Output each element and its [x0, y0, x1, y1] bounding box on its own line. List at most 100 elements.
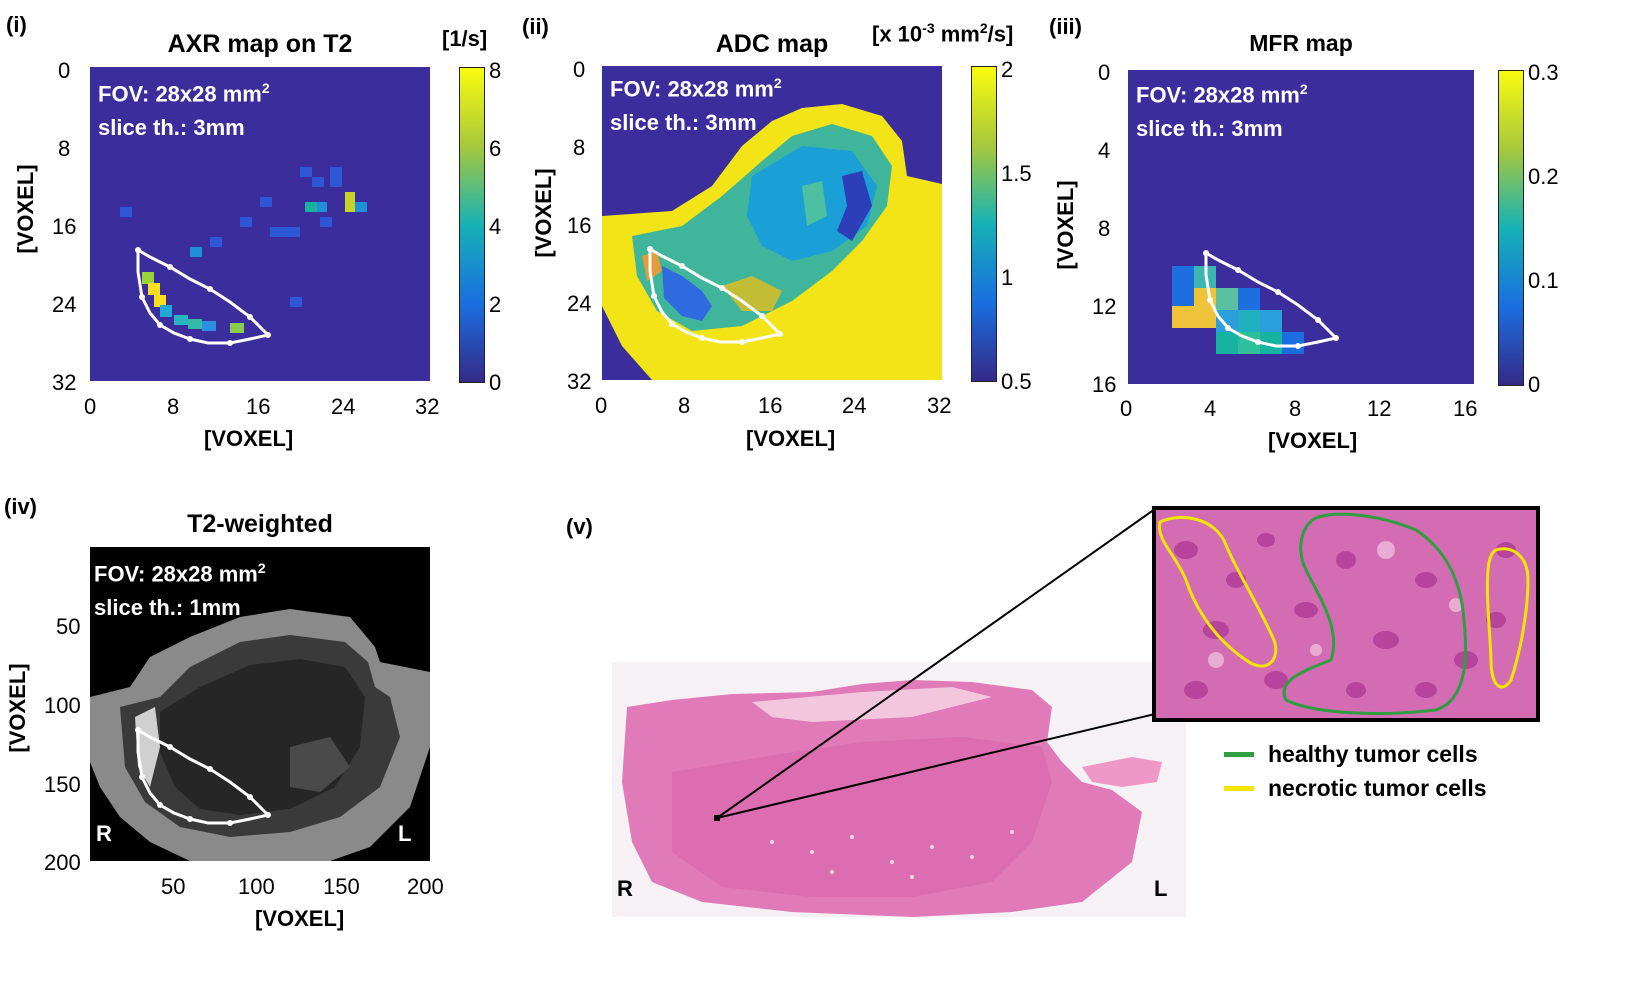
colorbar-tick: 0.5	[1001, 369, 1032, 394]
x-tick: 150	[323, 874, 360, 899]
y-tick: 16	[52, 214, 77, 239]
panel-title: ADC map	[715, 30, 829, 58]
y-tick: 24	[567, 291, 592, 316]
y-tick: 0	[58, 58, 71, 83]
y-tick: 100	[44, 693, 81, 718]
roi-outline	[136, 248, 271, 345]
colorbar-tick: 0.2	[1528, 164, 1559, 189]
x-tick: 32	[415, 394, 440, 419]
panel-label: (ii)	[522, 14, 549, 39]
histology-zoom-cells	[1158, 512, 1530, 715]
x-tick: 32	[927, 393, 952, 418]
x-axis-label: [VOXEL]	[255, 906, 345, 931]
axr-map-image: FOV: 28x28 mm2 slice th.: 3mm	[90, 67, 430, 381]
x-tick: 0	[595, 393, 608, 418]
x-tick: 50	[161, 874, 186, 899]
x-tick: 12	[1367, 396, 1392, 421]
y-tick: 4	[1098, 138, 1111, 163]
x-tick: 8	[678, 393, 691, 418]
adc-map-image: FOV: 28x28 mm2 slice th.: 3mm	[602, 66, 942, 380]
y-tick: 8	[58, 136, 71, 161]
x-tick: 100	[238, 874, 275, 899]
fov-annotation: FOV: 28x28 mm2 slice th.: 1mm	[94, 560, 266, 621]
colorbar-tick: 1	[1001, 265, 1014, 290]
healthy-region-outline	[1282, 512, 1467, 715]
x-tick: 24	[331, 394, 356, 419]
y-tick: 16	[1092, 372, 1117, 397]
y-tick: 32	[567, 369, 592, 394]
colorbar	[1498, 70, 1524, 386]
colorbar-tick: 0	[489, 370, 502, 395]
x-tick: 24	[842, 393, 867, 418]
orientation-left-marker: L	[398, 821, 412, 846]
panel-title: AXR map on T2	[167, 30, 353, 58]
mfr-map-image: FOV: 28x28 mm2 slice th.: 3mm	[1128, 70, 1474, 384]
colorbar-tick: 6	[489, 136, 502, 161]
y-tick: 0	[573, 57, 586, 82]
x-tick: 0	[84, 394, 97, 419]
colorbar-tick: 8	[489, 58, 502, 83]
legend-item-healthy: healthy tumor cells	[1224, 741, 1478, 768]
x-tick: 16	[246, 394, 271, 419]
panel-title: T2-weighted	[187, 510, 333, 538]
y-tick: 12	[1092, 294, 1117, 319]
histology-slide-image: R L	[612, 662, 1186, 917]
fov-annotation: FOV: 28x28 mm2 slice th.: 3mm	[98, 80, 270, 141]
roi-outline	[136, 728, 271, 825]
orientation-right-marker: R	[617, 876, 633, 901]
roi-outline	[1204, 251, 1339, 348]
y-tick: 50	[56, 614, 81, 639]
x-tick: 200	[407, 874, 444, 899]
x-tick: 16	[758, 393, 783, 418]
orientation-left-marker: L	[1154, 876, 1168, 901]
y-tick: 8	[573, 135, 586, 160]
y-tick: 24	[52, 292, 77, 317]
y-tick: 200	[44, 850, 81, 875]
fov-annotation: FOV: 28x28 mm2 slice th.: 3mm	[610, 75, 782, 136]
legend-swatch-green	[1224, 752, 1254, 757]
y-tick: 0	[1098, 60, 1111, 85]
x-tick: 16	[1453, 396, 1478, 421]
x-tick: 8	[167, 394, 180, 419]
x-tick: 4	[1204, 396, 1217, 421]
colorbar-unit: [x 10-3 mm2/s]	[872, 20, 1014, 47]
y-tick: 32	[52, 370, 77, 395]
orientation-right-marker: R	[96, 821, 112, 846]
colorbar	[459, 67, 485, 383]
adc-map-heat	[602, 104, 942, 380]
colorbar-unit: [1/s]	[442, 26, 488, 51]
necrotic-region-outline	[1485, 547, 1530, 689]
x-axis-label: [VOXEL]	[746, 426, 836, 451]
colorbar-tick: 2	[489, 292, 502, 317]
x-tick: 8	[1289, 396, 1302, 421]
panel-label: (iv)	[4, 494, 37, 519]
mfr-map-heat	[1172, 250, 1339, 354]
legend-swatch-yellow	[1224, 786, 1254, 791]
y-tick: 150	[44, 772, 81, 797]
x-axis-label: [VOXEL]	[1268, 428, 1358, 453]
t2-weighted-image: FOV: 28x28 mm2 slice th.: 1mm R L	[90, 547, 430, 861]
panel-label: (v)	[566, 514, 593, 539]
colorbar-tick: 0	[1528, 372, 1541, 397]
y-tick: 16	[567, 213, 592, 238]
fov-annotation: FOV: 28x28 mm2 slice th.: 3mm	[1136, 81, 1308, 142]
colorbar-tick: 0.3	[1528, 60, 1559, 85]
axr-map-heat	[120, 167, 367, 346]
y-tick: 8	[1098, 216, 1111, 241]
histology-zoom-inset	[1152, 506, 1540, 722]
legend-item-necrotic: necrotic tumor cells	[1224, 775, 1487, 802]
panel-label: (i)	[6, 12, 27, 37]
colorbar-tick: 1.5	[1001, 161, 1032, 186]
x-axis-label: [VOXEL]	[204, 426, 294, 451]
roi-outline	[648, 247, 783, 344]
panel-title: MFR map	[1249, 30, 1353, 56]
x-tick: 0	[1120, 396, 1133, 421]
panel-label: (iii)	[1049, 14, 1082, 39]
colorbar-tick: 4	[489, 214, 502, 239]
necrotic-region-outline	[1158, 515, 1278, 668]
t2-anatomy	[90, 609, 430, 861]
colorbar-tick: 0.1	[1528, 268, 1559, 293]
histology-tissue	[622, 680, 1162, 917]
colorbar	[971, 66, 997, 382]
